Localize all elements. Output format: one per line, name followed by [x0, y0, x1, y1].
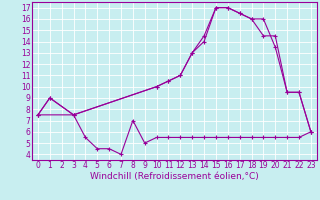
X-axis label: Windchill (Refroidissement éolien,°C): Windchill (Refroidissement éolien,°C)	[90, 172, 259, 181]
